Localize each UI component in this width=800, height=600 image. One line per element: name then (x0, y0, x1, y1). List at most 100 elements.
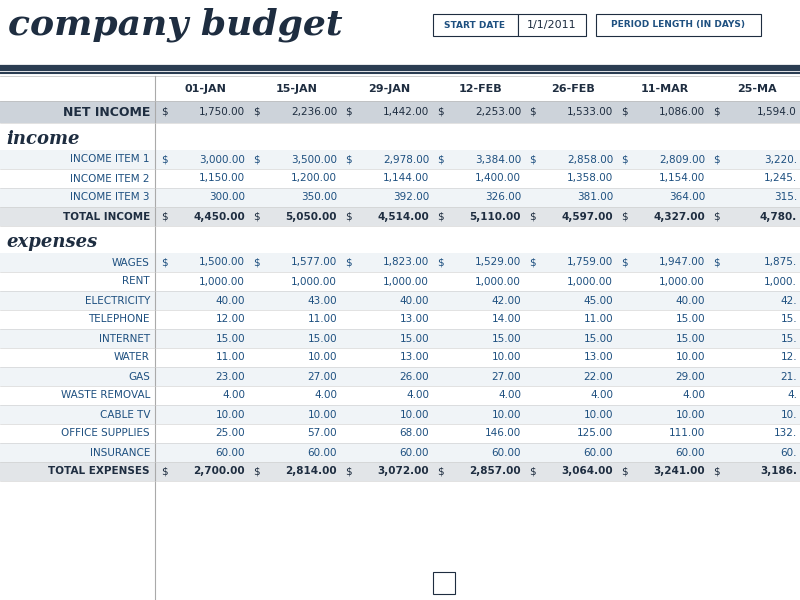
Text: $: $ (161, 107, 167, 117)
Text: 132.: 132. (774, 428, 797, 439)
Text: 111.00: 111.00 (669, 428, 705, 439)
Text: TOTAL INCOME: TOTAL INCOME (62, 211, 150, 221)
Text: $: $ (253, 107, 259, 117)
Text: 4.00: 4.00 (682, 391, 705, 401)
Text: 1,400.00: 1,400.00 (475, 173, 521, 184)
Text: INCOME ITEM 2: INCOME ITEM 2 (70, 173, 150, 184)
Text: 4.00: 4.00 (590, 391, 613, 401)
Text: $: $ (437, 211, 443, 221)
FancyBboxPatch shape (433, 572, 455, 594)
Text: 4.00: 4.00 (222, 391, 245, 401)
Text: 13.00: 13.00 (583, 352, 613, 362)
Text: 15.00: 15.00 (583, 334, 613, 343)
Text: 11.00: 11.00 (215, 352, 245, 362)
Text: $: $ (345, 467, 351, 476)
Text: 29.00: 29.00 (675, 371, 705, 382)
Text: NET INCOME: NET INCOME (62, 106, 150, 118)
Text: 2,857.00: 2,857.00 (470, 467, 521, 476)
Text: 60.00: 60.00 (307, 448, 337, 457)
Text: 350.00: 350.00 (301, 193, 337, 202)
Text: 1,759.00: 1,759.00 (566, 257, 613, 268)
Text: 4.00: 4.00 (498, 391, 521, 401)
Bar (0, 462, 800, 481)
Text: 40.00: 40.00 (675, 295, 705, 305)
Text: START DATE: START DATE (445, 20, 506, 29)
Text: 15.00: 15.00 (675, 334, 705, 343)
Bar (0, 253, 800, 272)
Text: $: $ (345, 211, 351, 221)
Text: expenses: expenses (6, 233, 98, 251)
Text: WASTE REMOVAL: WASTE REMOVAL (61, 391, 150, 401)
Text: 1,000.00: 1,000.00 (383, 277, 429, 286)
Text: $: $ (529, 257, 535, 268)
Text: TELEPHONE: TELEPHONE (89, 314, 150, 325)
Text: 29-JAN: 29-JAN (368, 84, 410, 94)
Text: 21.: 21. (780, 371, 797, 382)
Bar (0, 348, 800, 367)
Text: 4,780.: 4,780. (760, 211, 797, 221)
Text: $: $ (437, 154, 443, 164)
Bar (0, 169, 800, 188)
Text: 1/1/2011: 1/1/2011 (527, 20, 577, 30)
Text: 3,186.: 3,186. (760, 467, 797, 476)
Text: $: $ (437, 257, 443, 268)
Text: 13.00: 13.00 (399, 314, 429, 325)
Text: 4,450.00: 4,450.00 (194, 211, 245, 221)
Text: 10.00: 10.00 (491, 352, 521, 362)
Text: 57.00: 57.00 (307, 428, 337, 439)
Text: 10.00: 10.00 (675, 352, 705, 362)
Bar (0, 386, 800, 405)
Text: 1,000.: 1,000. (764, 277, 797, 286)
Text: 13.00: 13.00 (399, 352, 429, 362)
Text: 1,529.00: 1,529.00 (474, 257, 521, 268)
Text: 68.00: 68.00 (399, 428, 429, 439)
Text: 125.00: 125.00 (577, 428, 613, 439)
Text: 15.00: 15.00 (675, 314, 705, 325)
Text: 392.00: 392.00 (393, 193, 429, 202)
Text: 10.00: 10.00 (583, 409, 613, 419)
Text: 12.00: 12.00 (215, 314, 245, 325)
Text: $: $ (437, 107, 443, 117)
Text: 146.00: 146.00 (485, 428, 521, 439)
Text: 12-FEB: 12-FEB (459, 84, 503, 94)
Text: 1,150.00: 1,150.00 (199, 173, 245, 184)
Text: 4.: 4. (787, 391, 797, 401)
Text: 2,978.00: 2,978.00 (382, 154, 429, 164)
Text: INTERNET: INTERNET (99, 334, 150, 343)
Text: 40.00: 40.00 (215, 295, 245, 305)
Text: 1,000.00: 1,000.00 (567, 277, 613, 286)
Text: 14.00: 14.00 (491, 314, 521, 325)
Bar (0, 272, 800, 291)
Text: 40.00: 40.00 (399, 295, 429, 305)
Bar (0, 150, 800, 169)
Text: 2,814.00: 2,814.00 (286, 467, 337, 476)
Text: 1,947.00: 1,947.00 (658, 257, 705, 268)
Text: 1,245.: 1,245. (764, 173, 797, 184)
Text: 15.00: 15.00 (491, 334, 521, 343)
Text: 1,500.00: 1,500.00 (199, 257, 245, 268)
FancyBboxPatch shape (433, 14, 518, 36)
Text: 60.00: 60.00 (675, 448, 705, 457)
Text: $: $ (713, 154, 719, 164)
Text: CABLE TV: CABLE TV (99, 409, 150, 419)
Text: $: $ (161, 211, 167, 221)
Text: $: $ (253, 257, 259, 268)
Text: 10.00: 10.00 (307, 352, 337, 362)
Text: PERIOD LENGTH (IN DAYS): PERIOD LENGTH (IN DAYS) (611, 20, 745, 29)
Text: 1,200.00: 1,200.00 (291, 173, 337, 184)
Text: 364.00: 364.00 (669, 193, 705, 202)
FancyBboxPatch shape (596, 14, 761, 36)
Text: 1,577.00: 1,577.00 (290, 257, 337, 268)
Bar (0, 329, 800, 348)
Text: 27.00: 27.00 (491, 371, 521, 382)
Text: $: $ (345, 154, 351, 164)
Text: 10.00: 10.00 (675, 409, 705, 419)
Text: $: $ (529, 154, 535, 164)
Text: 11.00: 11.00 (307, 314, 337, 325)
Text: income: income (6, 130, 79, 148)
Bar (0, 405, 800, 424)
Text: company budget: company budget (8, 8, 342, 43)
Text: 3,384.00: 3,384.00 (474, 154, 521, 164)
Bar (0, 291, 800, 310)
Text: 1,154.00: 1,154.00 (658, 173, 705, 184)
